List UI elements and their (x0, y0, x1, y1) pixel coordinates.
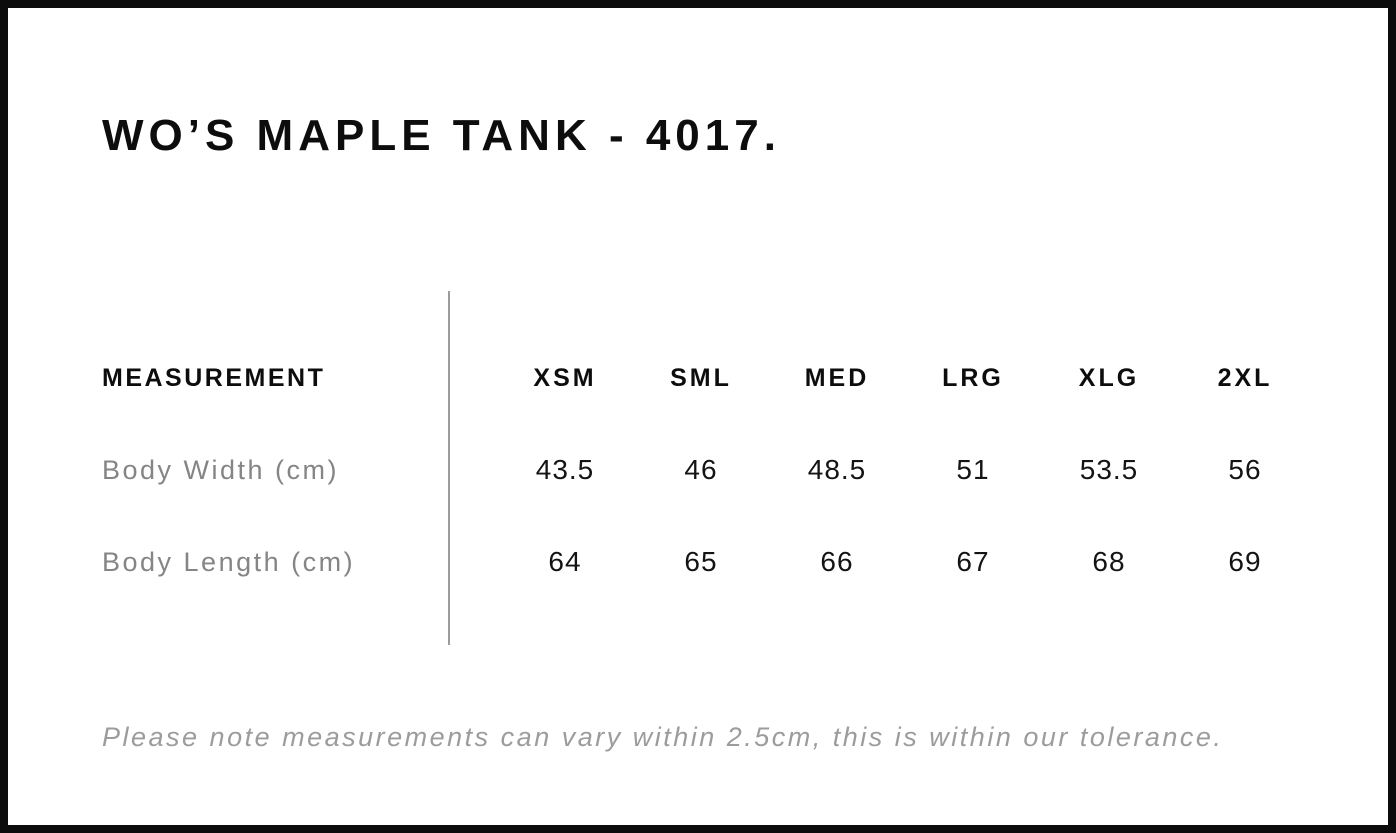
column-header-size-xlg: XLG (1078, 363, 1140, 392)
page-title: WO’S MAPLE TANK - 4017. (102, 111, 781, 160)
body-length-2xl: 69 (1228, 546, 1262, 577)
body-length-sml: 65 (684, 546, 718, 577)
body-length-med: 66 (820, 546, 854, 577)
body-length-lrg: 67 (956, 546, 990, 577)
column-header-measurement: MEASUREMENT (102, 363, 326, 392)
column-header-size-xsm: XSM (533, 363, 597, 392)
row-label-body-width: Body Width (cm) (102, 454, 340, 485)
body-width-xlg: 53.5 (1079, 454, 1139, 485)
vertical-divider (448, 291, 450, 645)
body-width-med: 48.5 (807, 454, 867, 485)
column-header-size-sml: SML (670, 363, 732, 392)
body-length-xlg: 68 (1092, 546, 1126, 577)
row-label-body-length: Body Length (cm) (102, 546, 356, 577)
table-row-body-length: Body Length (cm) 64 65 66 67 68 69 (102, 516, 1313, 608)
tolerance-note: Please note measurements can vary within… (102, 722, 1224, 752)
size-chart-table: MEASUREMENT XSM SML MED LRG XLG 2XL Body… (102, 291, 1313, 645)
body-width-lrg: 51 (956, 454, 990, 485)
table-header-row: MEASUREMENT XSM SML MED LRG XLG 2XL (102, 332, 1313, 424)
body-width-2xl: 56 (1228, 454, 1262, 485)
body-width-xsm: 43.5 (535, 454, 595, 485)
column-header-size-med: MED (804, 363, 870, 392)
table-row-body-width: Body Width (cm) 43.5 46 48.5 51 53.5 56 (102, 424, 1313, 516)
column-header-size-lrg: LRG (942, 363, 1004, 392)
body-width-sml: 46 (684, 454, 718, 485)
body-length-xsm: 64 (548, 546, 582, 577)
column-header-size-2xl: 2XL (1217, 363, 1273, 392)
